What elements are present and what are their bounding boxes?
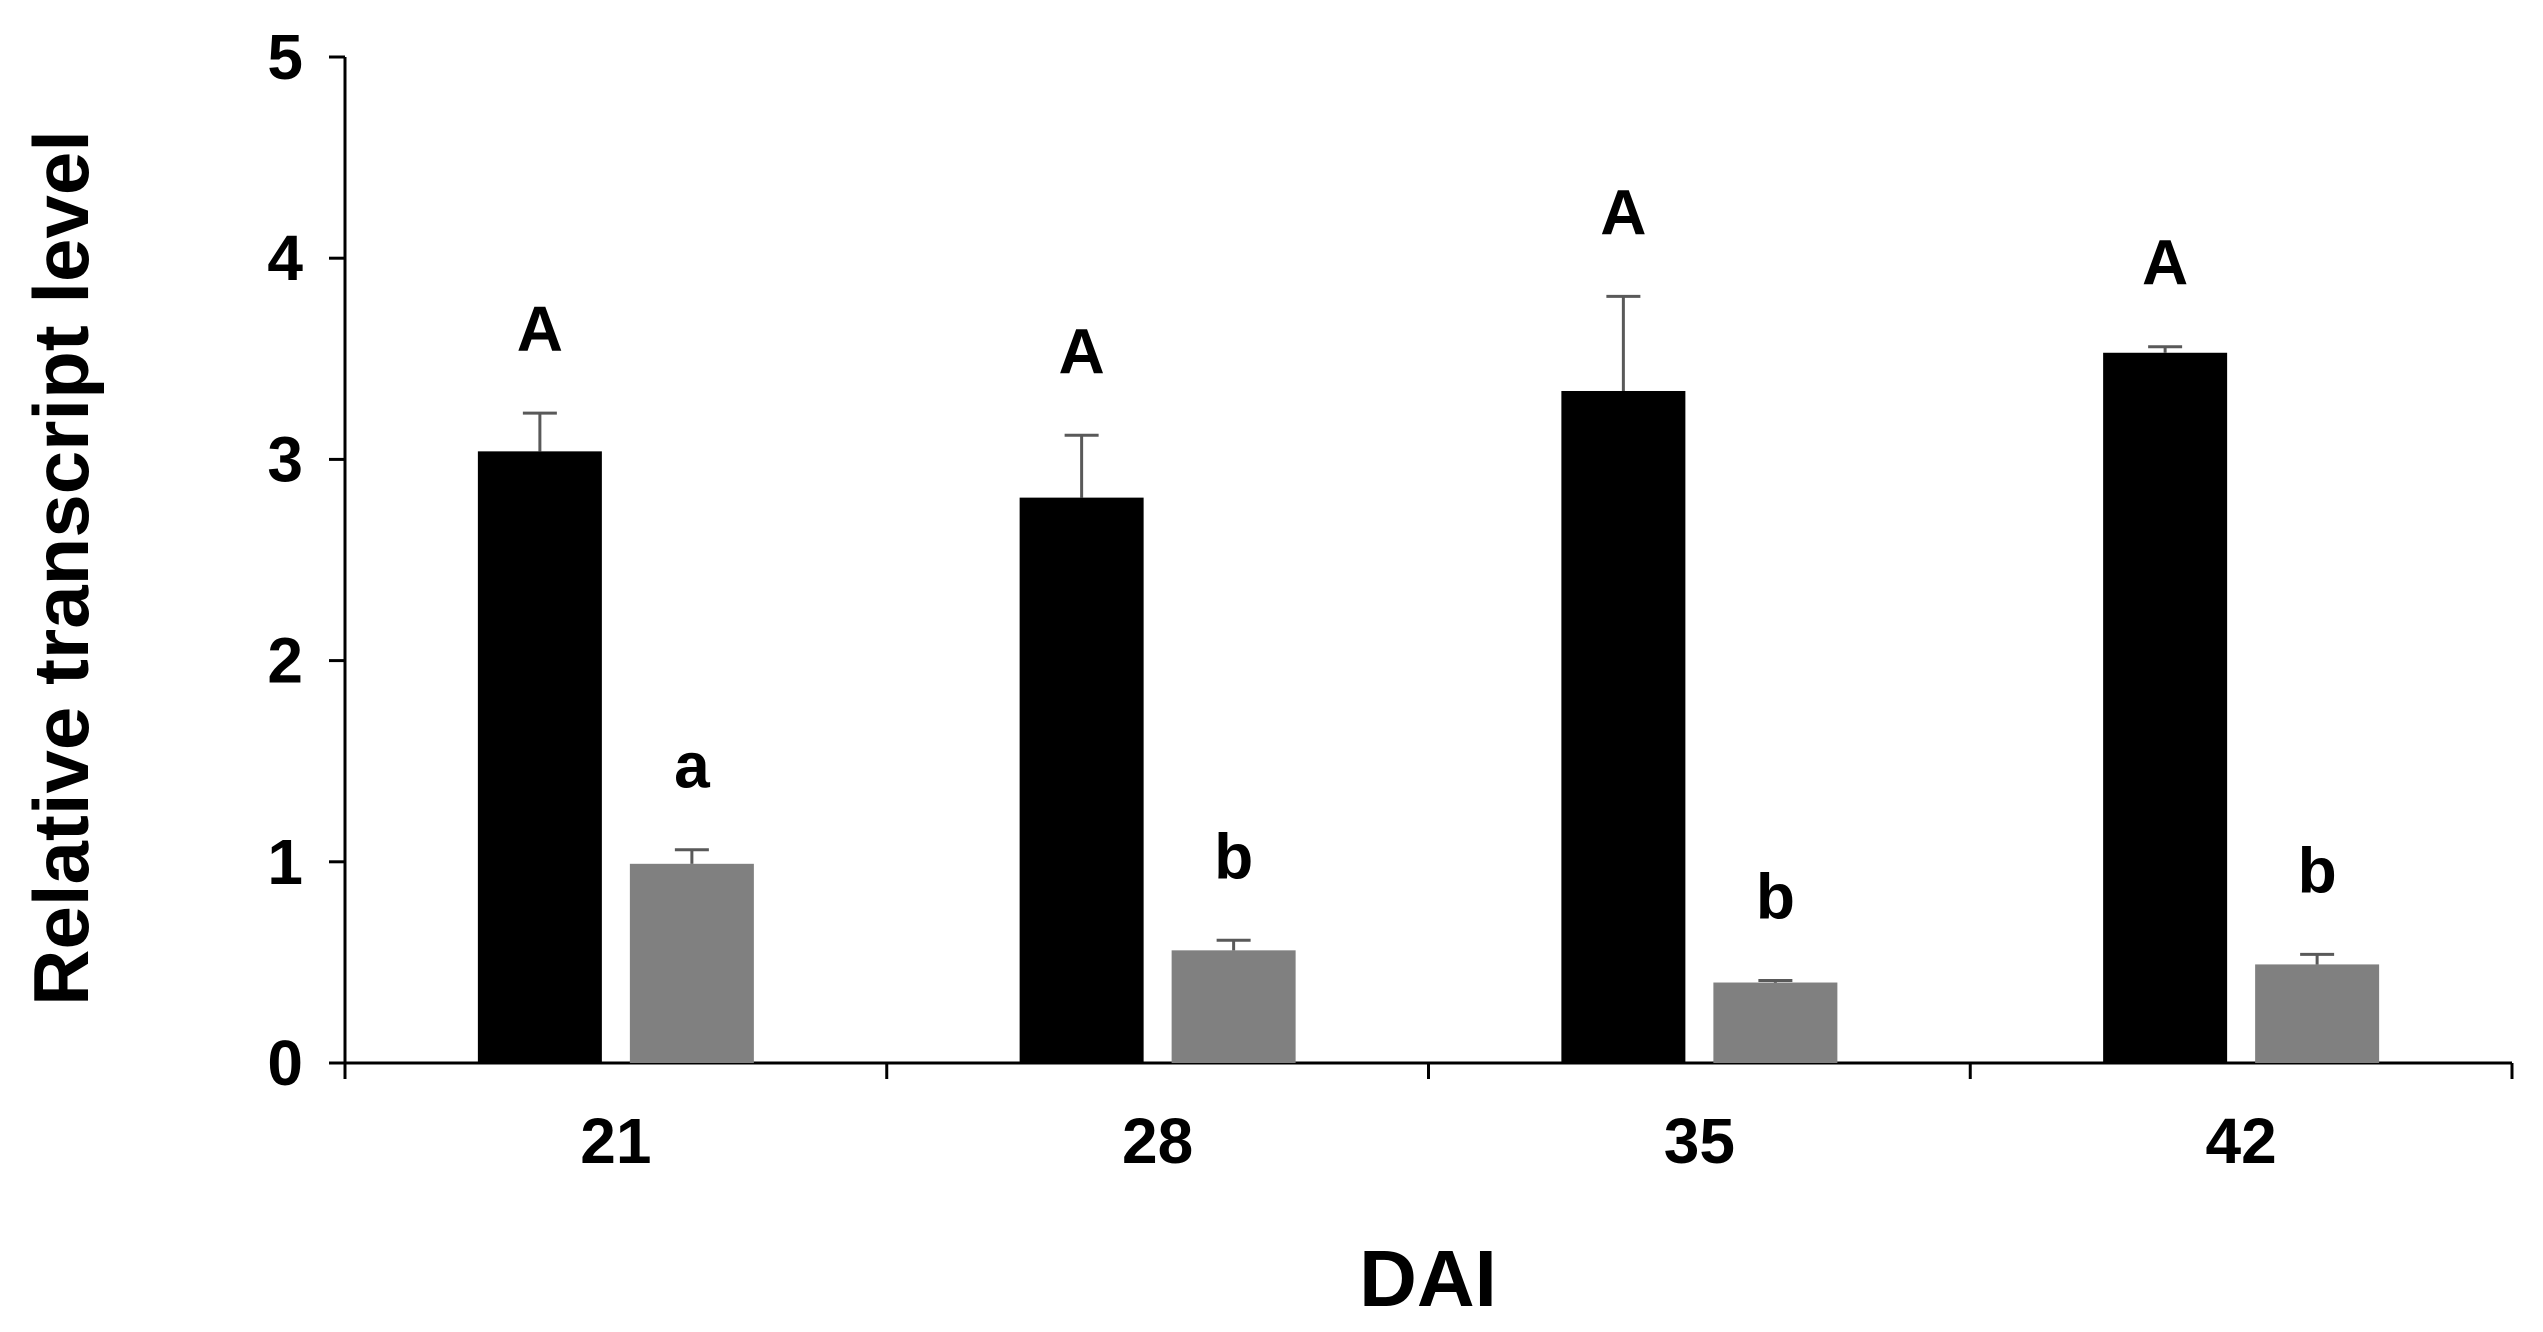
x-tick-label: 35 bbox=[1664, 1105, 1735, 1177]
bar bbox=[1171, 950, 1296, 1063]
y-tick-label: 3 bbox=[267, 423, 303, 495]
significance-label: b bbox=[1756, 861, 1795, 933]
bar bbox=[2103, 352, 2228, 1063]
x-tick-label: 28 bbox=[1122, 1105, 1193, 1177]
y-tick-label: 1 bbox=[267, 826, 303, 898]
bar bbox=[1561, 390, 1686, 1063]
y-tick-label: 2 bbox=[267, 625, 303, 697]
significance-label: a bbox=[674, 730, 710, 802]
bar bbox=[629, 863, 754, 1063]
x-tick-label: 21 bbox=[580, 1105, 651, 1177]
significance-label: A bbox=[1600, 176, 1646, 248]
y-tick-label: 4 bbox=[267, 222, 303, 294]
bar bbox=[477, 451, 602, 1063]
significance-label: b bbox=[1214, 820, 1253, 892]
significance-label: b bbox=[2298, 834, 2337, 906]
bar bbox=[1019, 497, 1144, 1063]
plot-area: 0 1 2 3 4 5 Aa 21 Ab 28 Ab 35 Ab 42 bbox=[267, 21, 2514, 1177]
significance-label: A bbox=[517, 293, 563, 365]
significance-label: A bbox=[2142, 227, 2188, 299]
bar bbox=[1713, 982, 1838, 1063]
bar bbox=[2255, 964, 2380, 1063]
y-tick-label: 5 bbox=[267, 21, 303, 93]
y-tick-label: 0 bbox=[267, 1027, 303, 1099]
x-tick-label: 42 bbox=[2206, 1105, 2277, 1177]
x-axis-label: DAI bbox=[1359, 1234, 1497, 1323]
significance-label: A bbox=[1059, 315, 1105, 387]
y-axis-label: Relative transcript level bbox=[17, 130, 105, 1006]
